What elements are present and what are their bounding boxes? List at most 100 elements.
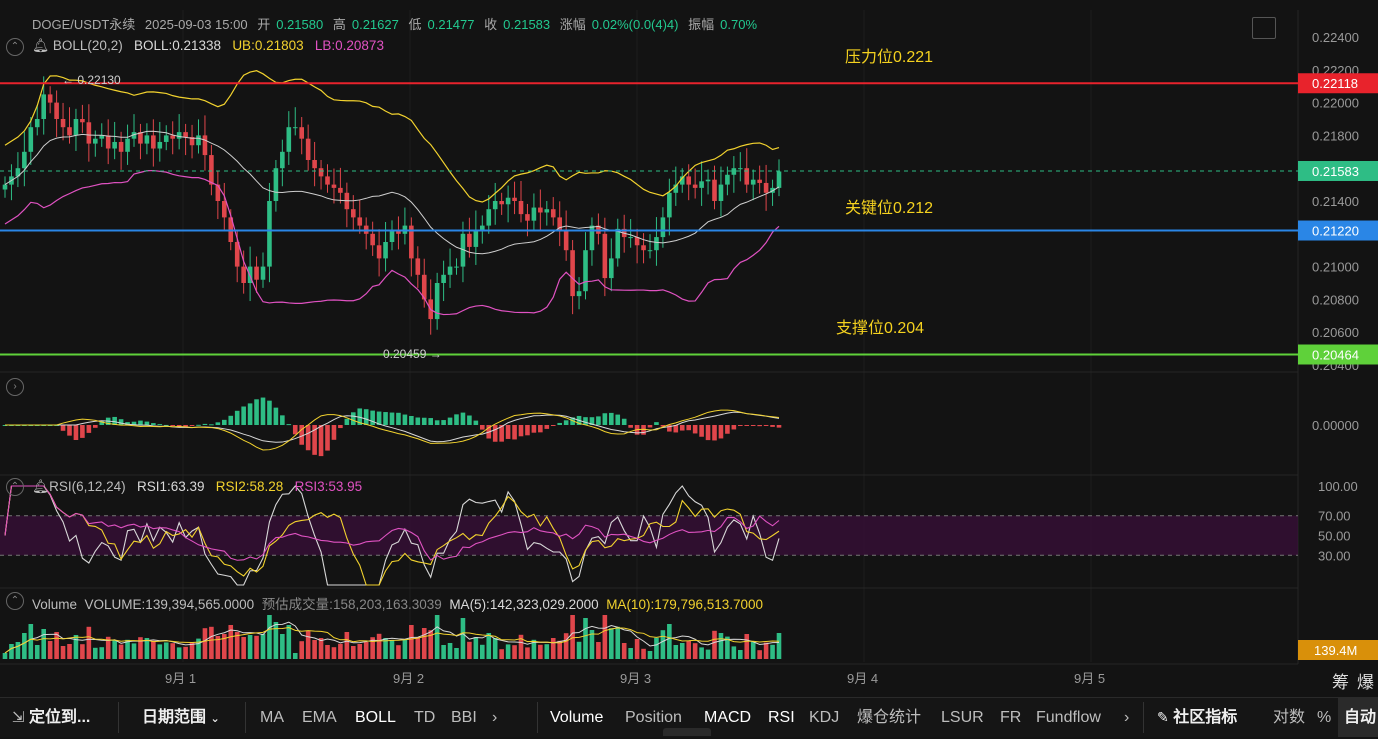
volume-bar [563, 633, 569, 659]
indicator-lsur[interactable]: LSUR [941, 709, 984, 726]
macd-bar [228, 415, 234, 425]
volume-bar [241, 637, 246, 659]
candle [738, 168, 743, 170]
candle [492, 201, 498, 210]
auto-scale-button[interactable]: 自动 [1338, 698, 1378, 737]
indicator-bbi[interactable]: BBI [451, 709, 477, 726]
indicator-ema[interactable]: EMA [302, 709, 337, 726]
macd-bar [428, 418, 433, 425]
level-annotation: 压力位0.221 [845, 48, 933, 66]
macd-bar [99, 421, 105, 425]
low-label: 低 [408, 17, 422, 32]
candle [312, 160, 317, 169]
boll-mid-line [4, 130, 780, 255]
macd-bar [396, 412, 401, 425]
volume-bar [757, 650, 762, 659]
volume-bar [215, 636, 221, 659]
candle [241, 266, 246, 283]
indicator-rsi[interactable]: RSI [768, 709, 795, 726]
macd-bar [215, 422, 221, 425]
symbol-label: DOGE/USDT永续 [32, 17, 136, 32]
candle [744, 168, 750, 185]
macd-bar [447, 417, 453, 425]
macd-bar [538, 425, 543, 433]
macd-bar [312, 425, 317, 455]
volume-collapse-icon[interactable]: ⌃ [6, 592, 24, 610]
indicator-td[interactable]: TD [414, 709, 436, 726]
macd-bar [667, 425, 672, 432]
macd-bar [112, 416, 117, 425]
candle [686, 176, 691, 185]
candle [512, 197, 517, 201]
volume-bar [305, 630, 311, 659]
toolbar-handle[interactable] [663, 728, 711, 736]
volume-bar [299, 641, 304, 659]
volume-bar [376, 633, 382, 659]
volume-bar [80, 644, 85, 659]
volume-bar [641, 648, 646, 659]
bell-icon[interactable]: 🔔︎ [32, 38, 50, 53]
fullscreen-icon[interactable] [1252, 17, 1276, 39]
chip-distribution-button[interactable]: 筹 [1332, 673, 1349, 692]
candle [563, 230, 569, 251]
rsi-name: RSI(6,12,24) [49, 479, 126, 494]
candle [628, 237, 633, 239]
chevron-right-icon[interactable]: › [1124, 709, 1130, 726]
candle [576, 291, 582, 297]
x-tick-label: 9月 5 [1074, 671, 1106, 686]
percent-scale-button[interactable]: % [1317, 709, 1332, 726]
collapse-icon[interactable]: ⌃ [6, 38, 24, 56]
log-scale-button[interactable]: 对数 [1273, 709, 1306, 726]
volume-bar [125, 639, 130, 659]
volume-bar [54, 632, 59, 659]
candle [667, 192, 672, 218]
volume-bar [228, 625, 234, 659]
chevron-right-icon[interactable]: › [492, 709, 498, 726]
rsi-collapse-icon[interactable]: ⌃ [6, 478, 24, 496]
macd-bar [383, 412, 388, 425]
macd-bar [750, 425, 756, 426]
indicator-volume[interactable]: Volume [550, 709, 604, 726]
rsi-bell-icon[interactable]: 🔔︎ [32, 479, 50, 494]
volume-bar [628, 648, 633, 659]
candle [409, 225, 414, 259]
indicator-boll[interactable]: BOLL [355, 709, 396, 726]
indicator-kdj[interactable]: KDJ [809, 709, 840, 726]
macd-expand-icon[interactable]: › [6, 378, 24, 396]
locate-button[interactable]: ⇲ 定位到... [12, 698, 90, 737]
candle [34, 119, 40, 128]
candle [583, 250, 588, 292]
macd-bar [531, 425, 537, 433]
volume-bar [499, 649, 504, 659]
candle [421, 274, 427, 300]
volume-bar [460, 618, 466, 659]
indicator-ma[interactable]: MA [260, 709, 284, 726]
rsi3-value: RSI3:53.95 [294, 479, 363, 494]
candle [725, 174, 730, 185]
indicator-macd[interactable]: MACD [704, 709, 752, 726]
macd-bar [86, 425, 92, 433]
indicator-position[interactable]: Position [625, 709, 682, 726]
volume-bar [196, 638, 201, 659]
indicator-liquidation[interactable]: 爆仓统计 [857, 709, 922, 726]
macd-bar [744, 425, 750, 426]
liquidation-button[interactable]: 爆 [1357, 673, 1374, 692]
indicator-fr[interactable]: FR [1000, 709, 1022, 726]
date-range-button[interactable]: 日期范围 ⌄ [142, 698, 220, 737]
macd-bar [712, 425, 717, 441]
macd-bar [138, 420, 143, 425]
volume-bar [531, 639, 537, 659]
candle [105, 135, 111, 149]
candle [170, 135, 175, 139]
community-indicator-button[interactable]: ✎ 社区指标 [1157, 698, 1237, 737]
high-marker: ← 0.22130 [62, 73, 121, 87]
volume-bar [718, 633, 724, 659]
volume-bar [705, 649, 711, 659]
volume-bar [647, 651, 653, 659]
indicator-fundflow[interactable]: Fundflow [1036, 709, 1101, 726]
volume-bar [2, 653, 8, 659]
candle [318, 168, 324, 177]
candle [99, 135, 105, 139]
macd-bar [357, 408, 363, 425]
